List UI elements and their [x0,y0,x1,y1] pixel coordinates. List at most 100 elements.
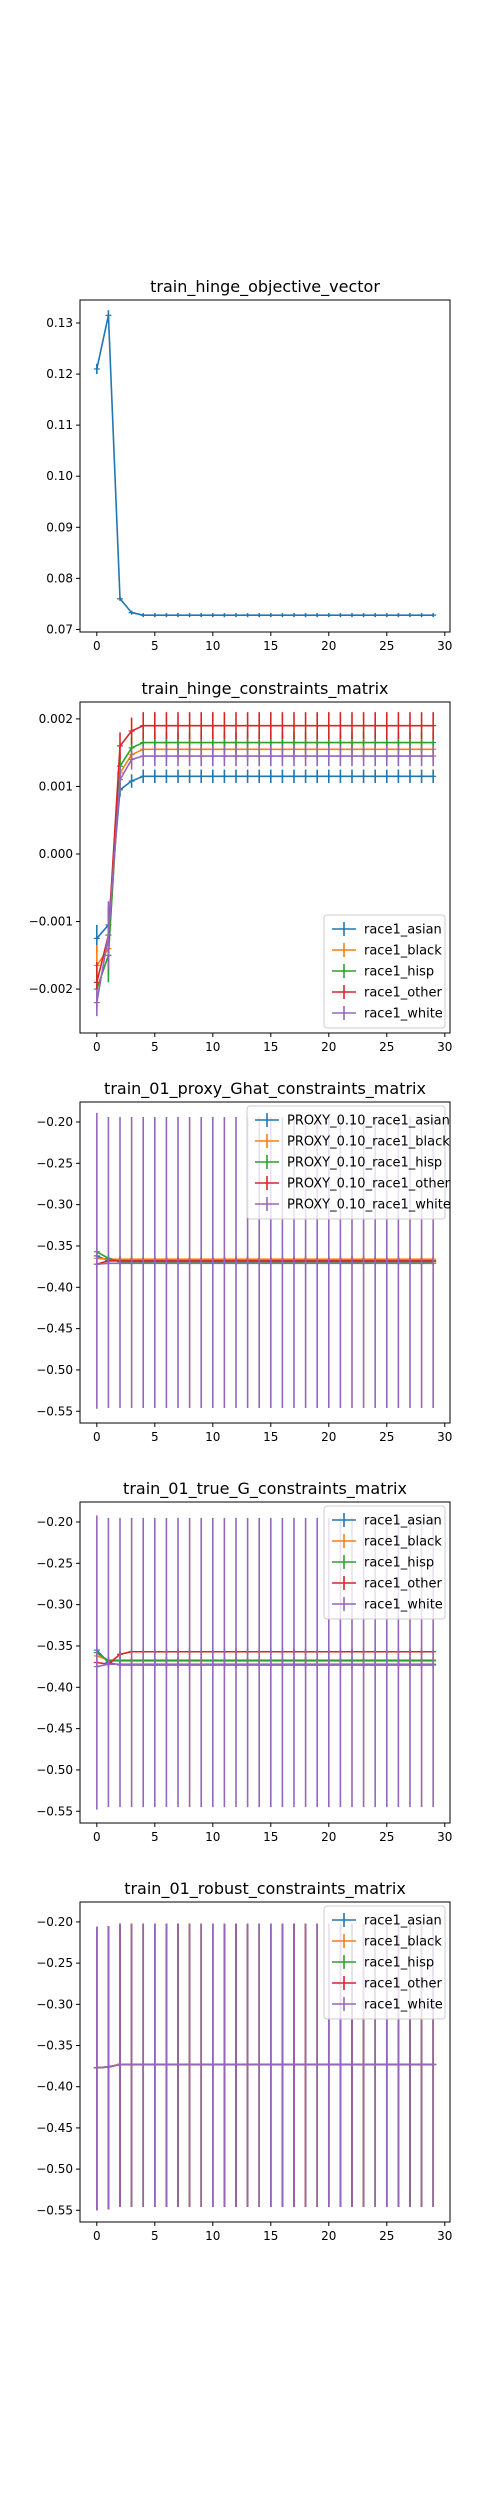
y-tick-label: −0.40 [36,1680,73,1694]
legend-item-race1_asian: race1_asian [332,1913,442,1929]
legend-label: race1_asian [364,923,442,938]
series-line-1 [93,310,437,618]
legend-item-race1_other: race1_other [332,1976,443,1992]
y-tick-label: −0.40 [36,2080,73,2094]
x-tick-label: 0 [93,2229,101,2243]
legend-label: race1_white [364,1998,443,2013]
legend-label: race1_other [364,1977,443,1992]
y-tick-label: −0.35 [36,1639,73,1653]
legend-item-race1_asian: race1_asian [332,922,442,938]
axes-frame [79,1901,451,2223]
x-tick-label: 30 [437,639,452,653]
legend-item-race1_black: race1_black [332,943,442,959]
y-tick-label: −0.25 [36,1556,73,1570]
chart-panel-5: train_01_robust_constraints_matrix 0 5 10 15… [36,1879,452,2243]
y-tick-label: −0.30 [36,1198,73,1212]
plot-area [93,310,437,618]
legend-box [323,1905,446,2020]
chart-panel-2: train_hinge_constraints_matrix 0 5 10 15 20 25… [29,679,453,1054]
legend-label: race1_black [364,944,442,959]
y-tick-label: −0.55 [36,2203,73,2217]
legend-label: race1_other [364,986,443,1001]
y-tick-label: −0.55 [36,1404,73,1418]
series-line [96,1650,434,1665]
y-tick-label: 0.001 [39,779,73,793]
x-tick-label: 25 [379,1430,394,1444]
y-tick-label: −0.35 [36,1239,73,1253]
y-tick-label: −0.45 [36,1722,73,1736]
x-tick-label: 10 [205,1830,220,1844]
y-tick-label: −0.20 [36,1515,73,1529]
y-tick-label: −0.30 [36,1598,73,1612]
x-tick-label: 25 [379,1830,394,1844]
series-race1_asian [93,769,437,952]
y-tick-label: −0.50 [36,1763,73,1777]
x-tick-label: 15 [263,2229,278,2243]
y-tick-label: −0.001 [29,915,73,929]
chart-panel-3: train_01_proxy_Ghat_constraints_matrix 0 5… [36,1079,452,1444]
legend-label: race1_asian [364,1914,442,1929]
y-tick-label: 0.07 [46,622,73,636]
legend: race1_asian race1_black race1_hisp race1_ot… [323,914,446,1029]
x-tick-label: 15 [263,1430,278,1444]
x-tick-label: 5 [151,1040,159,1054]
legend-label: race1_asian [364,1514,442,1529]
x-tick-label: 30 [437,2229,452,2243]
legend-item-race1_hisp: race1_hisp [332,964,434,980]
legend-label: race1_white [364,1007,443,1022]
legend-box [323,1505,446,1620]
y-tick-label: −0.20 [36,1115,73,1129]
y-tick-label: −0.25 [36,1156,73,1170]
chart-title: train_01_proxy_Ghat_constraints_matrix [104,1079,426,1099]
legend-item-race1_hisp: race1_hisp [332,1555,434,1571]
axes-frame [79,1501,451,1824]
series-PROXY_0.10_race1_white [93,1112,437,1409]
plot-area [93,712,437,1017]
chart-panel-1: train_hinge_objective_vector 0 5 10 15 20 25 30… [46,277,452,653]
x-tick-label: 15 [263,1040,278,1054]
x-tick-label: 10 [205,639,220,653]
y-tick-label: 0.11 [46,418,73,432]
x-tick-label: 0 [93,1830,101,1844]
legend-label: race1_other [364,1577,443,1592]
series-race1_other [93,712,437,1003]
legend: race1_asian race1_black race1_hisp race1_ot… [323,1505,446,1620]
x-tick-label: 0 [93,1430,101,1444]
legend: PROXY_0.10_race1_asian PROXY_0.10_race1_b… [246,1105,451,1220]
legend-label: race1_hisp [364,1556,434,1571]
legend-box [323,914,446,1029]
legend-item-race1_asian: race1_asian [332,1513,442,1529]
legend-item-race1_other: race1_other [332,1576,443,1592]
series-line [96,775,434,939]
x-tick-label: 5 [151,1430,159,1444]
x-tick-label: 20 [321,2229,336,2243]
legend-label: PROXY_0.10_race1_other [287,1177,451,1192]
y-tick-label: −0.55 [36,1804,73,1818]
series-PROXY_0.10_race1_hisp [93,1248,437,1265]
y-tick-label: 0.10 [46,469,73,483]
y-tick-label: −0.002 [29,982,73,996]
y-tick-label: 0.12 [46,367,73,381]
x-tick-label: 30 [437,1040,452,1054]
series-race1_asian [93,1646,437,1669]
y-tick-label: 0.13 [46,316,73,330]
series-race1_black [93,1652,437,1664]
legend-item-race1_black: race1_black [332,1534,442,1550]
series-line [96,315,434,616]
x-tick-label: 20 [321,1040,336,1054]
axes-frame [79,299,451,633]
x-tick-label: 0 [93,1040,101,1054]
y-tick-label: −0.35 [36,2039,73,2053]
legend-item-PROXY_0.10_race1_black: PROXY_0.10_race1_black [255,1134,450,1150]
legend-item-PROXY_0.10_race1_white: PROXY_0.10_race1_white [255,1197,451,1213]
legend-item-race1_white: race1_white [332,1997,443,2013]
legend-label: race1_white [364,1598,443,1613]
legend-box [246,1105,446,1220]
x-tick-label: 5 [151,2229,159,2243]
x-tick-label: 0 [93,639,101,653]
legend-item-PROXY_0.10_race1_hisp: PROXY_0.10_race1_hisp [255,1155,442,1171]
series-line [96,2063,434,2069]
x-tick-label: 10 [205,2229,220,2243]
axes-frame [79,1101,451,1424]
